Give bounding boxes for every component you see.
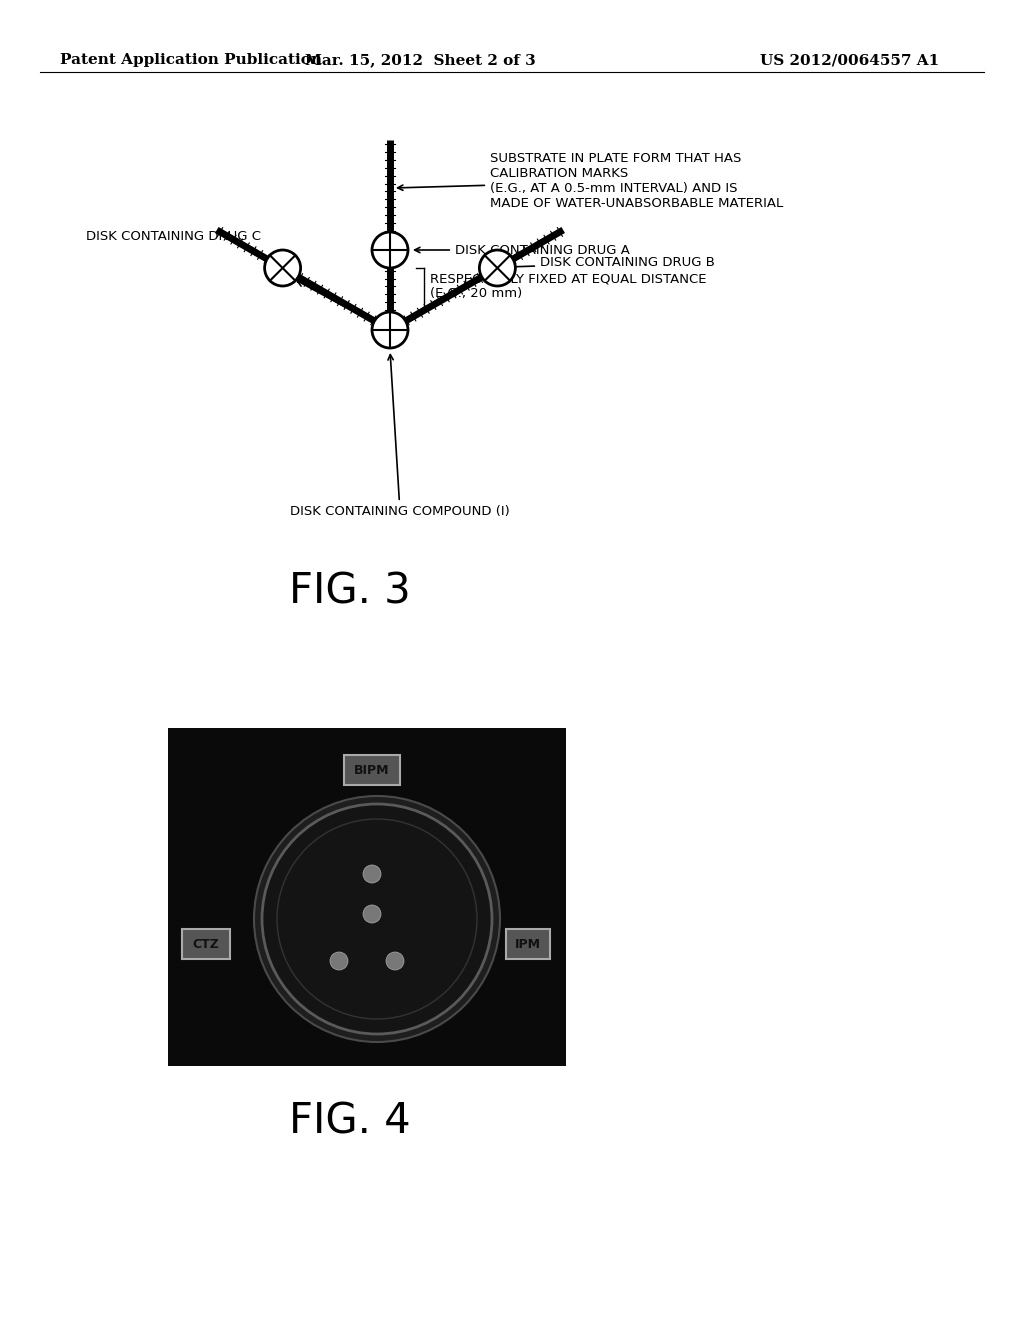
FancyBboxPatch shape <box>506 929 550 960</box>
Circle shape <box>362 865 381 883</box>
Text: US 2012/0064557 A1: US 2012/0064557 A1 <box>760 53 939 67</box>
Text: FIG. 3: FIG. 3 <box>289 570 411 612</box>
Text: DISK CONTAINING COMPOUND (I): DISK CONTAINING COMPOUND (I) <box>290 355 510 517</box>
Text: CTZ: CTZ <box>193 937 219 950</box>
Text: DISK CONTAINING DRUG A: DISK CONTAINING DRUG A <box>415 243 630 256</box>
FancyBboxPatch shape <box>182 929 230 960</box>
Circle shape <box>372 312 408 348</box>
Circle shape <box>479 249 515 286</box>
Text: SUBSTRATE IN PLATE FORM THAT HAS
CALIBRATION MARKS
(E.G., AT A 0.5-mm INTERVAL) : SUBSTRATE IN PLATE FORM THAT HAS CALIBRA… <box>397 152 783 210</box>
Circle shape <box>254 796 500 1041</box>
Circle shape <box>362 906 381 923</box>
Circle shape <box>330 952 348 970</box>
Text: DISK CONTAINING DRUG B: DISK CONTAINING DRUG B <box>482 256 715 271</box>
Text: Patent Application Publication: Patent Application Publication <box>60 53 322 67</box>
Circle shape <box>264 249 301 286</box>
Circle shape <box>372 232 408 268</box>
Circle shape <box>262 804 492 1034</box>
Text: Mar. 15, 2012  Sheet 2 of 3: Mar. 15, 2012 Sheet 2 of 3 <box>304 53 536 67</box>
Text: FIG. 4: FIG. 4 <box>289 1101 411 1143</box>
Circle shape <box>386 952 404 970</box>
Text: BIPM: BIPM <box>354 763 390 776</box>
Text: RESPECTIVELY FIXED AT EQUAL DISTANCE
(E.G., 20 mm): RESPECTIVELY FIXED AT EQUAL DISTANCE (E.… <box>430 272 707 300</box>
Bar <box>168 729 566 1067</box>
Text: IPM: IPM <box>515 937 541 950</box>
FancyBboxPatch shape <box>344 755 400 785</box>
Text: DISK CONTAINING DRUG C: DISK CONTAINING DRUG C <box>86 230 261 243</box>
